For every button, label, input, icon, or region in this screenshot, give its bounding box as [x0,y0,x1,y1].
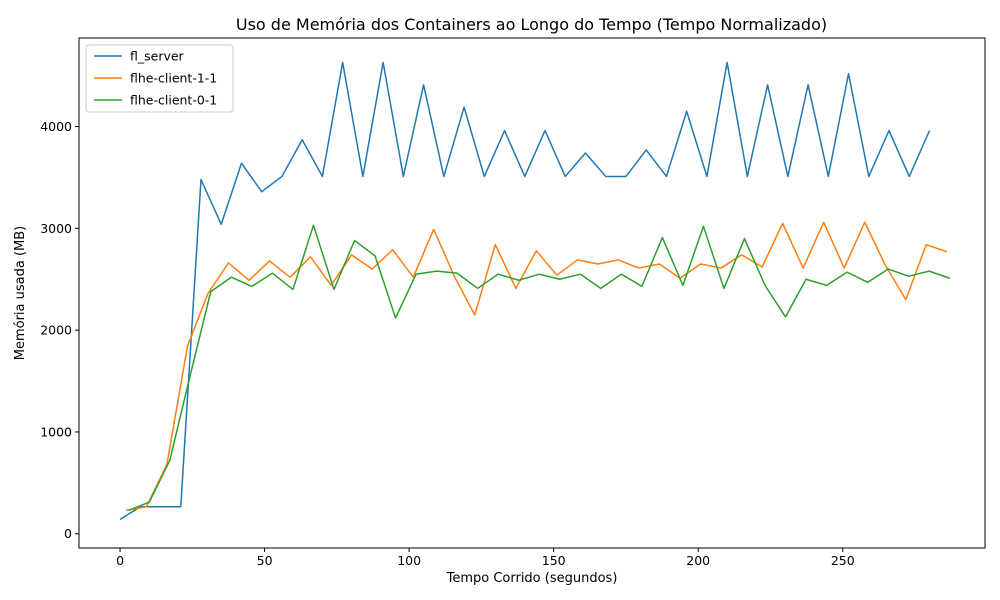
y-tick-label: 3000 [40,221,72,236]
legend-label-flhe-client-0-1: flhe-client-0-1 [130,93,217,108]
series-line-flhe-client-1-1 [125,221,948,512]
legend-box [85,44,234,113]
x-axis-label: Tempo Corrido (segundos) [446,571,618,586]
y-tick-label: 1000 [40,424,72,439]
x-axis: 0 50 100 150 200 250 [116,548,855,568]
legend-label-fl_server: fl_server [130,49,185,64]
legend-label-flhe-client-1-1: flhe-client-1-1 [130,71,217,86]
y-axis-label: Memória usada (MB) [13,226,28,361]
y-tick-label: 2000 [40,323,72,338]
y-tick-label: 0 [64,526,72,541]
x-tick-label: 50 [257,553,273,568]
series-line-fl_server [119,61,931,521]
axes-frame [78,37,986,549]
y-tick-label: 4000 [40,119,72,134]
plot-area [119,61,950,521]
x-tick-label: 100 [397,553,421,568]
series-line-flhe-client-0-1 [128,224,950,512]
x-tick-label: 250 [831,553,855,568]
legend: fl_server flhe-client-1-1 flhe-client-0-1 [85,44,234,113]
x-tick-label: 150 [542,553,566,568]
y-axis: 0 1000 2000 3000 4000 [40,119,79,541]
chart-title: Uso de Memória dos Containers ao Longo d… [236,15,827,34]
x-tick-label: 200 [686,553,710,568]
x-tick-label: 0 [116,553,124,568]
